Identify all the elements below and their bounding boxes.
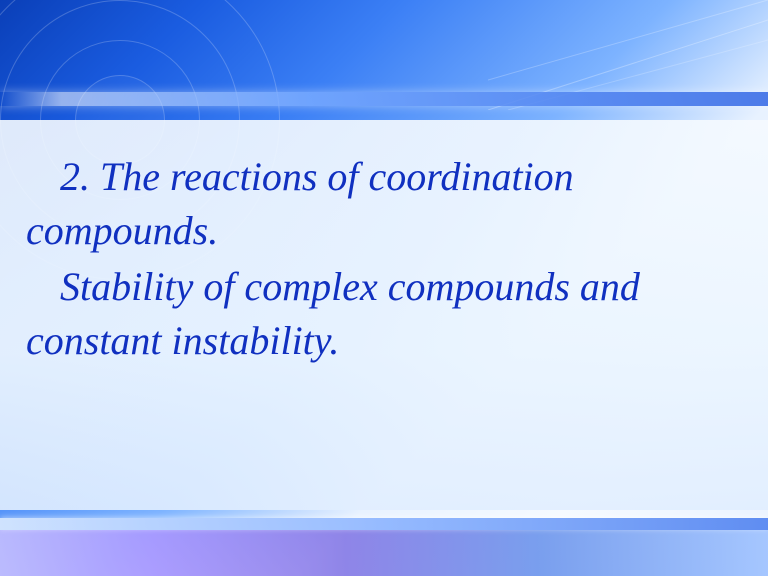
top-divider-band [0,92,768,106]
slide-body-text: 2. The reactions of coordination compoun… [26,150,726,368]
bottom-accent-strip [0,530,768,576]
presentation-slide: 2. The reactions of coordination compoun… [0,0,768,576]
paragraph-2: Stability of complex compounds and const… [26,260,726,368]
bottom-divider-band [0,518,768,530]
paragraph-1: 2. The reactions of coordination compoun… [26,150,726,258]
